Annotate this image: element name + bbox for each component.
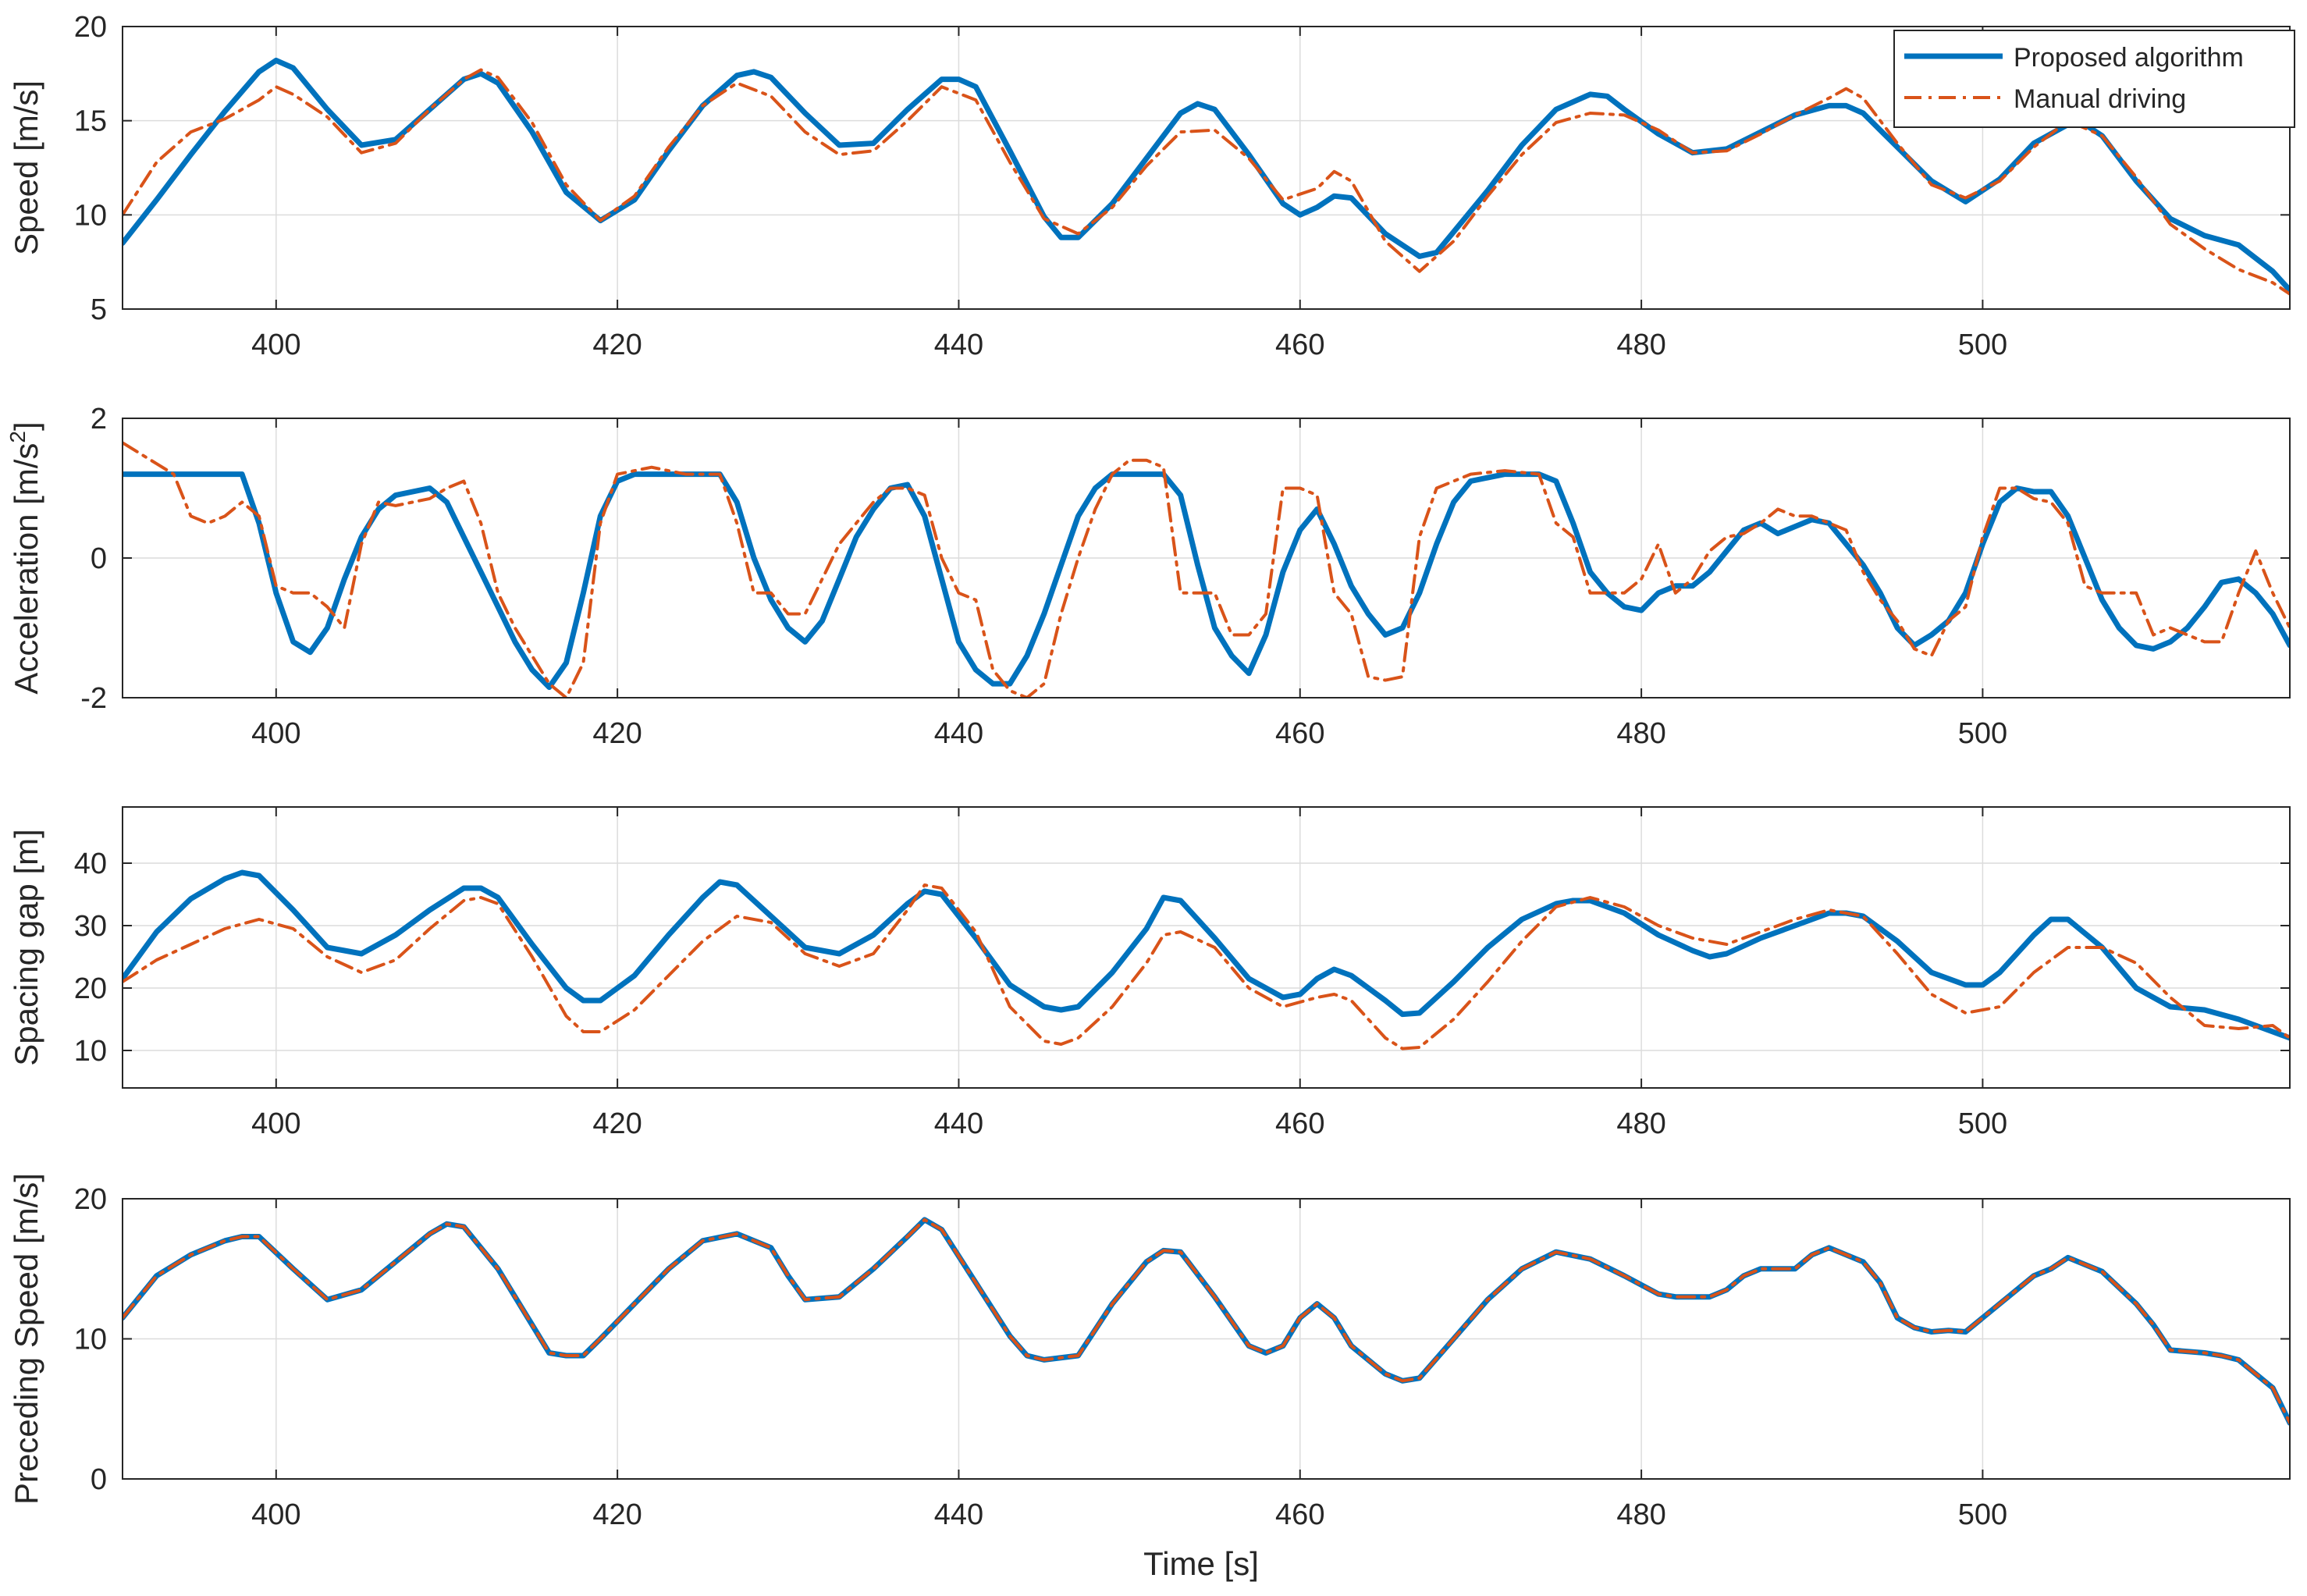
preceding-speed-xtick-label: 420 (592, 1498, 642, 1531)
legend: Proposed algorithm Manual driving (1893, 30, 2295, 128)
speed-ylabel: Speed [m/s] (8, 80, 44, 255)
spacing-gap-ylabel: Spacing gap [m] (8, 829, 44, 1066)
legend-box (1893, 30, 2295, 128)
legend-label-manual: Manual driving (2014, 84, 2186, 114)
spacing-gap-ytick-label: 10 (74, 1035, 107, 1068)
acceleration-xtick-label: 400 (251, 717, 300, 750)
preceding-speed-ytick-label: 0 (91, 1463, 107, 1496)
spacing-gap-xtick-label: 440 (934, 1107, 983, 1140)
preceding-speed-ytick-label: 10 (74, 1324, 107, 1356)
spacing-gap-manual-series-line (123, 883, 2290, 1050)
spacing-gap-ytick-label: 40 (74, 848, 107, 880)
acceleration-proposed-series-line (123, 471, 2290, 691)
spacing-gap-xtick-label: 460 (1275, 1107, 1324, 1140)
time-xlabel: Time [s] (1143, 1545, 1259, 1582)
speed-xtick-label: 420 (592, 329, 642, 361)
preceding-speed-manual-series-line (123, 1217, 2290, 1425)
speed-axes-frame (122, 26, 2291, 310)
speed-xtick-label: 460 (1275, 329, 1324, 361)
speed-xtick-label: 440 (934, 329, 983, 361)
speed-manual-series-line (123, 68, 2290, 296)
speed-xtick-label: 480 (1616, 329, 1665, 361)
spacing-gap-xtick-label: 420 (592, 1107, 642, 1140)
acceleration-manual-series-line (123, 441, 2290, 698)
speed-xtick-label: 500 (1958, 329, 2007, 361)
spacing-gap-ytick-label: 30 (74, 910, 107, 943)
legend-label-proposed: Proposed algorithm (2014, 43, 2244, 73)
acceleration-xtick-label: 500 (1958, 717, 2007, 750)
acceleration-ylabel-superscript: 2 (5, 431, 30, 443)
preceding-speed-panel: 400 420 440 460 480 500 0 10 20 Preceding Speed … (8, 1173, 2291, 1582)
acceleration-xtick-label: 480 (1616, 717, 1665, 750)
spacing-gap-proposed-series-line (123, 869, 2290, 1041)
acceleration-xtick-label: 420 (592, 717, 642, 750)
preceding-speed-xtick-label: 500 (1958, 1498, 2007, 1531)
spacing-gap-ytick-label: 20 (74, 972, 107, 1005)
speed-panel: 400 420 440 460 480 500 5 10 15 20 Speed [m/s] Pr… (8, 11, 2295, 361)
preceding-speed-xtick-label: 460 (1275, 1498, 1324, 1531)
speed-ytick-label: 15 (74, 105, 107, 138)
preceding-speed-ytick-label: 20 (74, 1183, 107, 1216)
spacing-gap-xtick-label: 400 (251, 1107, 300, 1140)
acceleration-panel: 400 420 440 460 480 500 -2 0 2 Acceleration [m/s… (5, 403, 2291, 750)
spacing-gap-xtick-label: 480 (1616, 1107, 1665, 1140)
acceleration-ytick-label: 0 (91, 542, 107, 575)
acceleration-xtick-label: 440 (934, 717, 983, 750)
speed-ytick-label: 5 (91, 293, 107, 326)
preceding-speed-xtick-label: 480 (1616, 1498, 1665, 1531)
speed-xtick-label: 400 (251, 329, 300, 361)
acceleration-ylabel: Acceleration [m/s2] (5, 421, 44, 694)
acceleration-ylabel-suffix: ] (8, 421, 44, 431)
spacing-gap-xtick-label: 500 (1958, 1107, 2007, 1140)
speed-ytick-label: 20 (74, 11, 107, 44)
preceding-speed-xtick-label: 440 (934, 1498, 983, 1531)
acceleration-xtick-label: 460 (1275, 717, 1324, 750)
spacing-gap-axes-frame (122, 806, 2291, 1089)
speed-ytick-label: 10 (74, 199, 107, 232)
preceding-speed-ylabel: Preceding Speed [m/s] (8, 1173, 44, 1505)
acceleration-ytick-label: 2 (91, 403, 107, 435)
spacing-gap-panel: 400 420 440 460 480 500 10 20 30 40 Spacing gap [… (8, 806, 2291, 1140)
preceding-speed-xtick-label: 400 (251, 1498, 300, 1531)
acceleration-ytick-label: -2 (80, 682, 107, 715)
acceleration-ylabel-main: Acceleration [m/s (8, 443, 44, 695)
